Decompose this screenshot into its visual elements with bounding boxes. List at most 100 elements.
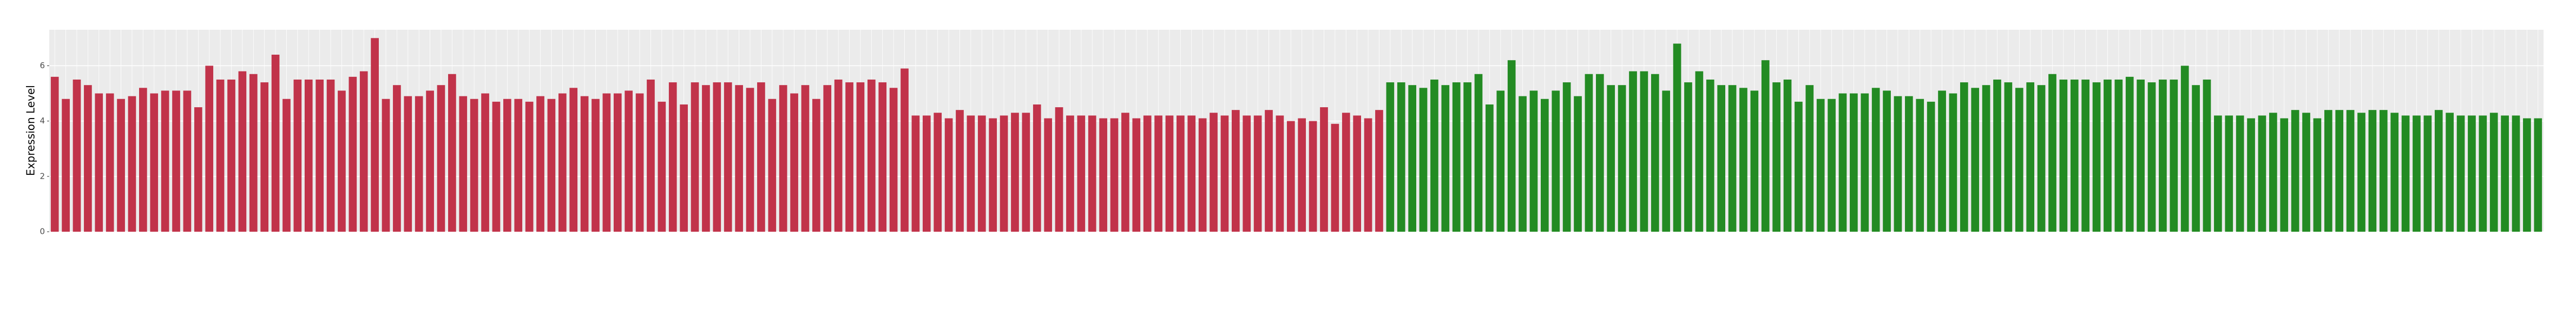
bar xyxy=(1529,90,1538,232)
bar xyxy=(1574,96,1582,232)
bar xyxy=(1629,71,1637,232)
bar xyxy=(1938,90,1946,232)
bar xyxy=(371,38,379,232)
bar xyxy=(1805,85,1814,232)
bar xyxy=(1132,118,1141,232)
bar xyxy=(183,90,192,232)
bar xyxy=(393,85,401,232)
bar xyxy=(2512,115,2520,232)
bar xyxy=(316,79,324,232)
bar xyxy=(1640,71,1648,232)
bar xyxy=(801,85,810,232)
bar xyxy=(349,76,357,232)
bar xyxy=(934,113,942,232)
bar xyxy=(1783,79,1792,232)
bar xyxy=(1121,113,1129,232)
bar xyxy=(161,90,169,232)
bar xyxy=(1088,115,1096,232)
y-tick-label: 2 xyxy=(40,171,45,181)
bar xyxy=(1022,113,1030,232)
bar xyxy=(1331,123,1339,232)
bar xyxy=(2413,115,2421,232)
bar xyxy=(658,101,666,232)
bar xyxy=(2125,76,2134,232)
bar xyxy=(50,76,59,232)
bar xyxy=(271,54,280,232)
bar xyxy=(834,79,843,232)
bar xyxy=(2147,82,2156,232)
bar xyxy=(1949,93,1957,232)
bar xyxy=(2247,118,2255,232)
bar xyxy=(1463,82,1471,232)
y-tick-label: 0 xyxy=(40,227,45,237)
bar xyxy=(867,79,876,232)
bar xyxy=(95,93,103,232)
y-tick-label: 6 xyxy=(40,61,45,70)
bar xyxy=(2159,79,2167,232)
bar xyxy=(2401,115,2410,232)
bar xyxy=(2280,118,2289,232)
bar xyxy=(1231,110,1240,232)
bar xyxy=(724,82,732,232)
bar xyxy=(227,79,235,232)
bar xyxy=(481,93,489,232)
bar xyxy=(1562,82,1571,232)
bar xyxy=(1916,99,1924,232)
bar xyxy=(1960,82,1968,232)
bar xyxy=(812,99,820,232)
bar xyxy=(1309,121,1317,232)
bar xyxy=(1210,113,1218,232)
bar xyxy=(1452,82,1461,232)
bar xyxy=(1474,74,1483,232)
bar xyxy=(1000,115,1008,232)
bar xyxy=(1110,118,1119,232)
bar xyxy=(172,90,180,232)
bar xyxy=(1838,93,1847,232)
bar xyxy=(1220,115,1229,232)
bar xyxy=(106,93,114,232)
bar xyxy=(2180,66,2189,232)
bar xyxy=(967,115,975,232)
bar xyxy=(260,82,269,232)
bar xyxy=(2269,113,2277,232)
bar xyxy=(1607,85,1615,232)
bar xyxy=(216,79,225,232)
bar xyxy=(691,82,699,232)
bar xyxy=(989,118,997,232)
bar xyxy=(580,96,589,232)
bar xyxy=(1717,85,1726,232)
bar xyxy=(2059,79,2068,232)
bar xyxy=(613,93,622,232)
bar xyxy=(2214,115,2222,232)
bar xyxy=(1198,118,1207,232)
bar xyxy=(415,96,423,232)
bar xyxy=(977,115,986,232)
bar xyxy=(117,99,125,232)
bar xyxy=(1585,74,1593,232)
bar xyxy=(1673,43,1681,232)
bar xyxy=(2037,85,2046,232)
bar xyxy=(84,85,92,232)
bar xyxy=(359,71,368,232)
bar xyxy=(878,82,887,232)
bar xyxy=(1364,118,1372,232)
bar xyxy=(525,101,534,232)
bar xyxy=(128,96,136,232)
bar xyxy=(2423,115,2432,232)
bar xyxy=(569,88,578,232)
bar xyxy=(668,82,677,232)
bar xyxy=(1871,88,1880,232)
bar xyxy=(956,110,964,232)
bar xyxy=(2236,115,2244,232)
bar xyxy=(2015,88,2023,232)
bar xyxy=(2468,115,2476,232)
bar xyxy=(2048,74,2056,232)
bar xyxy=(492,101,501,232)
bar xyxy=(2534,118,2542,232)
bar xyxy=(911,115,920,232)
bar xyxy=(1739,88,1747,232)
bar xyxy=(2170,79,2178,232)
bar xyxy=(2070,79,2079,232)
bar xyxy=(1927,101,1935,232)
bar xyxy=(746,88,754,232)
